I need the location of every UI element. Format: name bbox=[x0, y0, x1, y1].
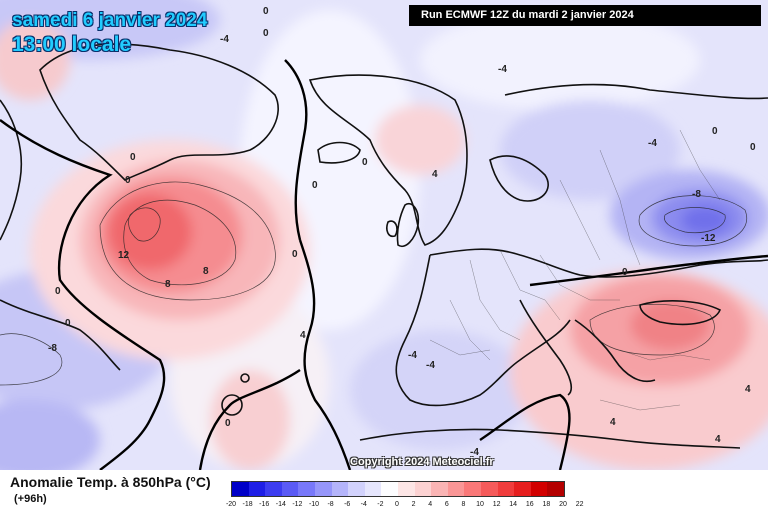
scale-tick-label: -20 bbox=[225, 501, 237, 508]
color-scale bbox=[231, 481, 565, 497]
scale-swatch bbox=[232, 482, 249, 496]
scale-swatch bbox=[348, 482, 365, 496]
map-label: -4 bbox=[426, 360, 435, 371]
scale-swatch bbox=[364, 482, 382, 496]
scale-swatch bbox=[248, 482, 266, 496]
map-label: -4 bbox=[648, 138, 657, 149]
scale-tick-label: 4 bbox=[428, 501, 433, 508]
model-run-banner: Run ECMWF 12Z du mardi 2 janvier 2024 bbox=[409, 5, 761, 26]
scale-swatch bbox=[331, 482, 349, 496]
scale-tick-label: 0 bbox=[395, 501, 399, 508]
scale-tick-label: 18 bbox=[542, 501, 551, 508]
map-label: 0 bbox=[130, 152, 136, 163]
map-label: -8 bbox=[692, 189, 701, 200]
scale-swatch bbox=[514, 482, 531, 496]
scale-swatch bbox=[447, 482, 465, 496]
scale-tick-label: 16 bbox=[525, 501, 534, 508]
map-label: 0 bbox=[712, 126, 718, 137]
scale-swatch bbox=[497, 482, 515, 496]
map-label: 12 bbox=[118, 250, 130, 261]
map-label: 0 bbox=[750, 142, 756, 153]
scale-tick-label: -6 bbox=[344, 501, 351, 508]
map-label: -4 bbox=[408, 350, 417, 361]
scale-tick-label: -10 bbox=[308, 501, 320, 508]
scale-tick-label: 12 bbox=[492, 501, 501, 508]
scale-swatch bbox=[414, 482, 432, 496]
scale-tick-label: 14 bbox=[509, 501, 518, 508]
scale-swatch bbox=[397, 482, 415, 496]
forecast-lead-time: (+96h) bbox=[14, 493, 47, 505]
scale-tick-label: 10 bbox=[476, 501, 484, 508]
map-label: -4 bbox=[498, 64, 507, 75]
scale-tick-label: -18 bbox=[242, 501, 253, 508]
map-label: -4 bbox=[220, 34, 229, 45]
scale-tick-label: 20 bbox=[559, 501, 567, 508]
map-label: -12 bbox=[701, 233, 716, 244]
map-label: 0 bbox=[263, 6, 269, 17]
copyright-notice: Copyright 2024 Meteociel.fr bbox=[350, 456, 494, 468]
scale-swatch bbox=[464, 482, 481, 496]
scale-tick-label: 2 bbox=[411, 501, 416, 508]
scale-swatch bbox=[298, 482, 315, 496]
legend-title: Anomalie Temp. à 850hPa (°C) bbox=[10, 474, 211, 490]
forecast-time: 13:00 locale bbox=[12, 33, 132, 56]
map-label: 0 bbox=[225, 418, 231, 429]
anomaly-labels: 12 8 8 0 0 0 0 0 0 0 0 0 -4 -4 -4 -8 -12… bbox=[48, 6, 756, 458]
scale-tick-label: 8 bbox=[461, 501, 466, 508]
map-label: 0 bbox=[292, 249, 298, 260]
map-label: 4 bbox=[715, 434, 721, 445]
map-label: -8 bbox=[48, 343, 57, 354]
scale-tick-label: -8 bbox=[327, 501, 334, 508]
map-label: -4 bbox=[470, 447, 479, 458]
color-scale-ticks: -20 -18 -16 -14 -12 -10 -8 -6 -4 -2 0 2 4 6 8 10 12 14 16 1… bbox=[226, 501, 584, 511]
map-label: 8 bbox=[165, 279, 171, 290]
map-label: 0 bbox=[622, 267, 628, 278]
scale-swatch bbox=[530, 482, 548, 496]
scale-tick-label: -4 bbox=[360, 501, 367, 508]
map-label: 4 bbox=[300, 330, 306, 341]
map-label: 4 bbox=[432, 169, 438, 180]
map-label: 0 bbox=[65, 318, 71, 329]
map-label: 8 bbox=[203, 266, 209, 277]
scale-swatch bbox=[281, 482, 299, 496]
scale-swatch bbox=[314, 482, 332, 496]
scale-tick-label: -2 bbox=[377, 501, 384, 508]
map-label: 0 bbox=[125, 175, 131, 186]
map-label: 0 bbox=[55, 286, 61, 297]
model-run-text: Run ECMWF 12Z du mardi 2 janvier 2024 bbox=[421, 9, 634, 21]
map-label: 4 bbox=[610, 417, 616, 428]
map-label: 4 bbox=[745, 384, 751, 395]
temperature-anomaly-map: 12 8 8 0 0 0 0 0 0 0 0 0 -4 -4 -4 -8 -12… bbox=[0, 0, 768, 470]
scale-swatch bbox=[431, 482, 448, 496]
map-label: 0 bbox=[312, 180, 318, 191]
scale-swatch bbox=[265, 482, 282, 496]
map-canvas: 12 8 8 0 0 0 0 0 0 0 0 0 -4 -4 -4 -8 -12… bbox=[0, 0, 768, 470]
scale-tick-label: -12 bbox=[292, 501, 303, 508]
scale-swatch bbox=[381, 482, 398, 496]
scale-swatch bbox=[480, 482, 498, 496]
map-label: 0 bbox=[263, 28, 269, 39]
map-label: 0 bbox=[362, 157, 368, 168]
scale-tick-label: 22 bbox=[575, 501, 584, 508]
scale-tick-label: -16 bbox=[259, 501, 270, 508]
forecast-date: samedi 6 janvier 2024 bbox=[12, 10, 208, 31]
scale-swatch bbox=[547, 482, 564, 496]
scale-tick-label: 6 bbox=[444, 501, 449, 508]
scale-tick-label: -14 bbox=[275, 501, 286, 508]
legend-footer: Anomalie Temp. à 850hPa (°C) (+96h) -20-… bbox=[0, 470, 768, 512]
